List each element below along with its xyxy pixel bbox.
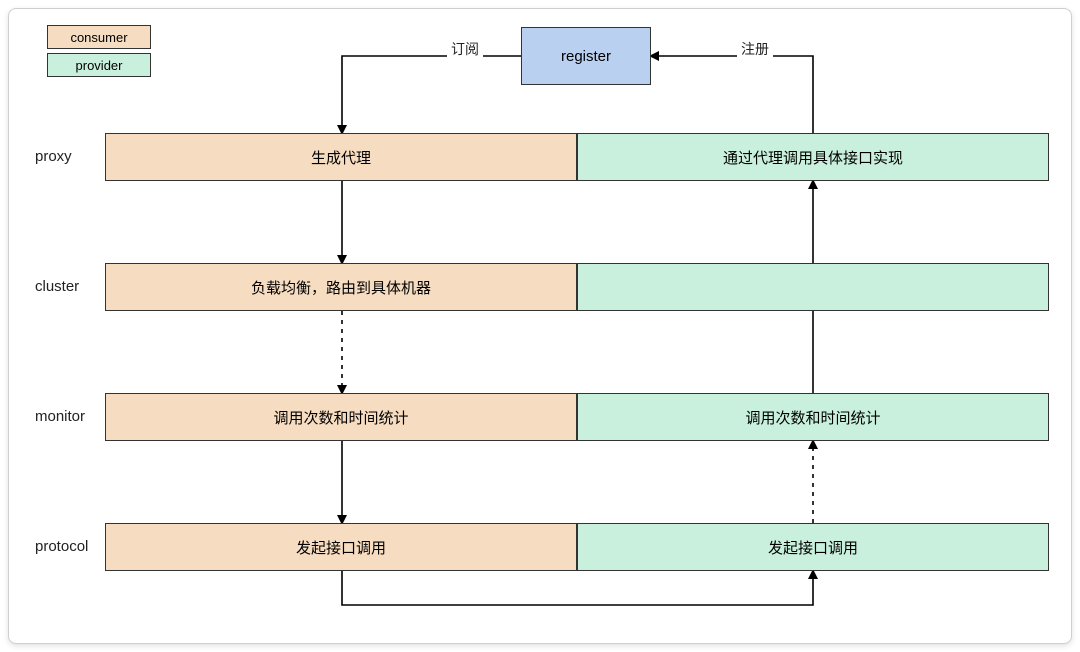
node-register: register xyxy=(521,27,651,85)
edge-subscribe xyxy=(342,56,521,133)
node-monitor-consumer: 调用次数和时间统计 xyxy=(105,393,577,441)
edge-label-subscribe: 订阅 xyxy=(447,39,483,59)
row-label-proxy: proxy xyxy=(35,148,72,165)
node-proxy-consumer: 生成代理 xyxy=(105,133,577,181)
legend-consumer: consumer xyxy=(47,25,151,49)
node-cluster-consumer: 负载均衡，路由到具体机器 xyxy=(105,263,577,311)
node-proxy-provider: 通过代理调用具体接口实现 xyxy=(577,133,1049,181)
row-label-monitor: monitor xyxy=(35,408,85,425)
edge-register-arrow xyxy=(651,56,813,133)
edge-proto-c-to-p xyxy=(342,571,813,605)
diagram-canvas: consumer provider proxy cluster monitor proto… xyxy=(8,8,1072,644)
edge-label-register-arrow: 注册 xyxy=(737,39,773,59)
row-label-cluster: cluster xyxy=(35,278,79,295)
node-cluster-provider xyxy=(577,263,1049,311)
node-monitor-provider: 调用次数和时间统计 xyxy=(577,393,1049,441)
node-protocol-consumer: 发起接口调用 xyxy=(105,523,577,571)
node-protocol-provider: 发起接口调用 xyxy=(577,523,1049,571)
legend-provider: provider xyxy=(47,53,151,77)
row-label-protocol: protocol xyxy=(35,538,88,555)
